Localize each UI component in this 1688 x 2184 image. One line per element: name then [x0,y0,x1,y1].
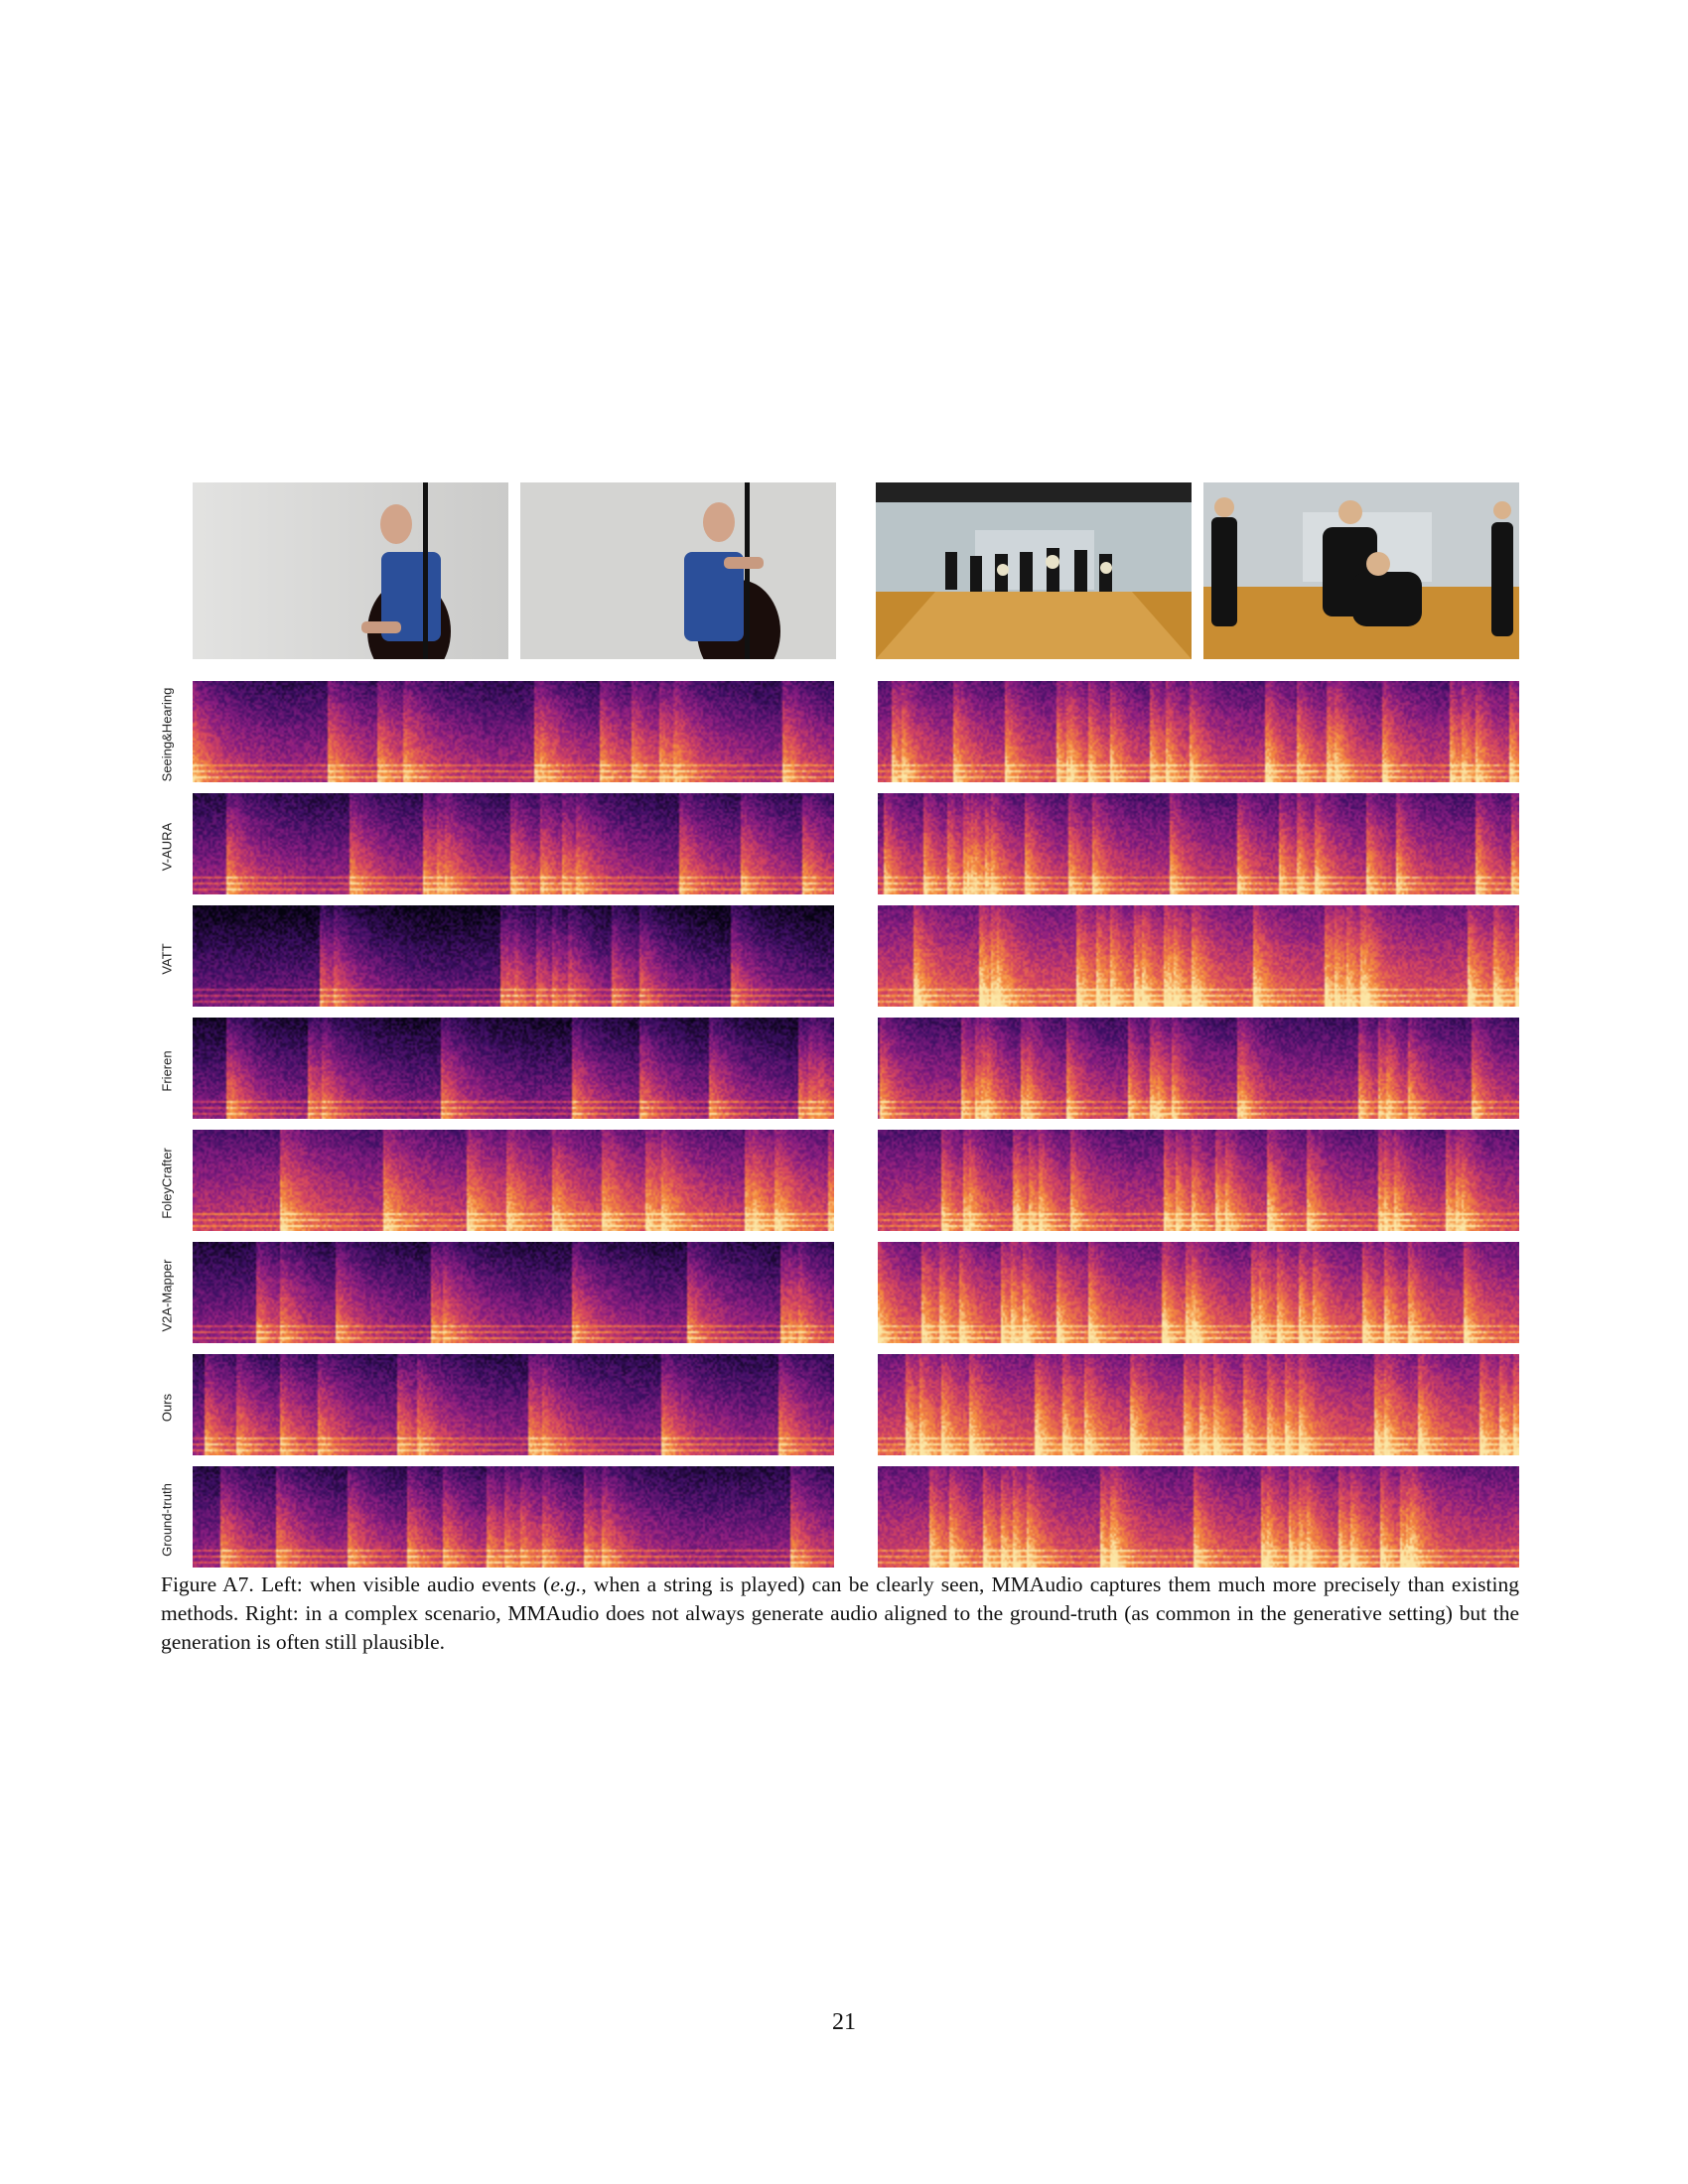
spectrogram-frieren-right [878,1018,1519,1119]
spectrogram-foleycrafter-left [193,1130,834,1231]
dance-hall-frame-2 [1203,482,1519,659]
bass-player-frame-1 [193,482,508,659]
spectrogram-foleycrafter-right [878,1130,1519,1231]
spectrogram-seeing-hearing-right [878,681,1519,782]
spectrogram-frieren-left [193,1018,834,1119]
spectrogram-ground-truth-right [878,1466,1519,1568]
spectrogram-ours-right [878,1354,1519,1455]
spectrogram-vatt-right [878,905,1519,1007]
spectrogram-v-aura-left [193,793,834,894]
spectrogram-seeing-hearing-left [193,681,834,782]
spectrogram-v2a-mapper-right [878,1242,1519,1343]
spectrogram-ours-left [193,1354,834,1455]
spectrogram-vatt-left [193,905,834,1007]
spectrogram-v-aura-right [878,793,1519,894]
caption-eg: e.g. [550,1572,582,1596]
caption-text-2: , when a string is played) can be clearl… [161,1572,1519,1654]
figure-caption: Figure A7. Left: when visible audio even… [161,1570,1519,1657]
page-number: 21 [832,2009,856,2035]
spectrogram-v2a-mapper-left [193,1242,834,1343]
spectrogram-ground-truth-left [193,1466,834,1568]
caption-label: Figure A7. [161,1572,254,1596]
dance-hall-frame-1 [876,482,1192,659]
caption-text-1: Left: when visible audio events ( [253,1572,551,1596]
bass-player-frame-2 [520,482,836,659]
